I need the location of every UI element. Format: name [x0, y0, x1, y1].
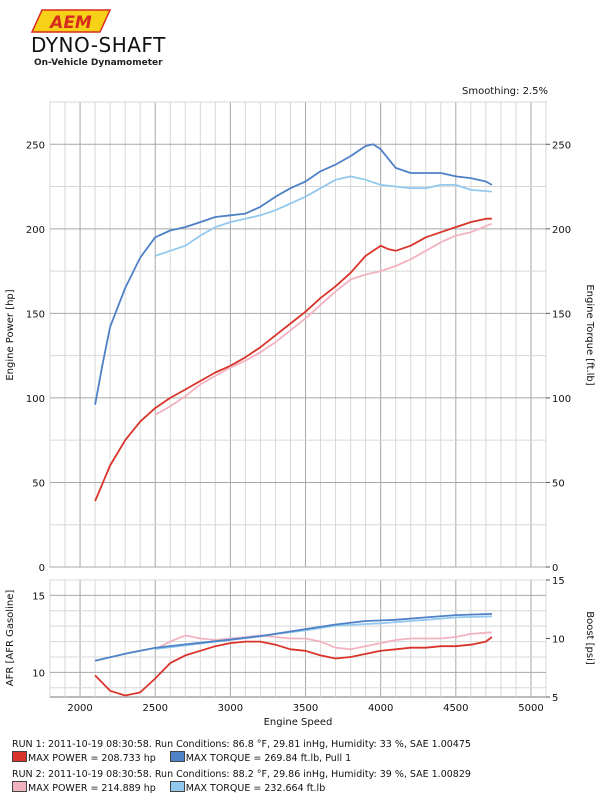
run2-torque-swatch — [169, 781, 185, 792]
brand-name: DYNO-SHAFT — [31, 33, 166, 57]
right-tick-label: 5 — [552, 693, 558, 704]
afr-tick-label: 15 — [32, 591, 45, 602]
x-tick-label: 2500 — [142, 703, 167, 714]
run2-power-swatch — [12, 781, 27, 792]
run1-torque-swatch — [169, 751, 185, 762]
x-tick-label: 4000 — [368, 703, 393, 714]
run1-power-swatch — [12, 751, 27, 762]
x-tick-label: 3000 — [218, 703, 243, 714]
x-tick-label: 3500 — [293, 703, 318, 714]
x-tick-label: 5000 — [518, 703, 543, 714]
power-run1_power-line — [94, 217, 492, 502]
run1-max-power: MAX POWER = 208.733 hp — [28, 753, 156, 764]
afr-run1_power-line — [94, 636, 493, 697]
aem-logo: AEM — [30, 9, 112, 33]
power-tick-label: 100 — [26, 394, 45, 405]
right-tick-label: 50 — [552, 478, 565, 489]
run1-max-torque: MAX TORQUE = 269.84 ft.lb, Pull 1 — [185, 753, 352, 764]
x-tick-label: 4500 — [443, 703, 468, 714]
legend-run2: RUN 2: 2011-10-19 08:30:58. Run Conditio… — [12, 768, 471, 795]
svg-text:AEM: AEM — [48, 13, 92, 33]
power-tick-label: 250 — [26, 140, 45, 151]
afr-boost-grid: 10 15 5 10 15 2000 2500 3000 3500 4000 4500 5000 — [32, 576, 564, 714]
right-tick-label: 0 — [552, 563, 558, 574]
y-axis-label-afr: AFR [AFR Gasoline] — [5, 590, 16, 687]
tagline: On-Vehicle Dynamometer — [34, 58, 163, 68]
right-tick-label: 15 — [552, 576, 565, 587]
power-run2_torque-line — [154, 175, 492, 257]
legend-run1: RUN 1: 2011-10-19 08:30:58. Run Conditio… — [12, 738, 471, 765]
power-run1_torque-line — [94, 143, 493, 405]
right-tick-label: 200 — [552, 225, 571, 236]
y-axis-label-torque: Engine Torque [ft.lb] — [584, 284, 595, 385]
y-axis-label-power: Engine Power [hp] — [5, 289, 16, 380]
power-tick-label: 150 — [26, 309, 45, 320]
run2-max-torque: MAX TORQUE = 232.664 ft.lb — [185, 783, 326, 794]
y-axis-label-boost: Boost [psi] — [584, 611, 595, 665]
power-run2_power-line — [154, 222, 493, 416]
power-tick-label: 50 — [32, 478, 45, 489]
right-tick-label: 150 — [552, 309, 571, 320]
x-tick-label: 2000 — [67, 703, 92, 714]
power-tick-label: 200 — [26, 225, 45, 236]
run2-conditions: RUN 2: 2011-10-19 08:30:58. Run Conditio… — [12, 769, 471, 780]
run1-conditions: RUN 1: 2011-10-19 08:30:58. Run Conditio… — [12, 739, 471, 750]
x-axis-label: Engine Speed — [264, 717, 333, 728]
afr-tick-label: 10 — [32, 668, 45, 679]
smoothing-label: Smoothing: 2.5% — [461, 86, 548, 97]
right-tick-label: 100 — [552, 394, 571, 405]
run2-max-power: MAX POWER = 214.889 hp — [28, 783, 156, 794]
power-plot-area — [49, 101, 547, 568]
afr-run2_power-line — [154, 631, 492, 651]
right-tick-label: 250 — [552, 140, 571, 151]
power-tick-label: 0 — [39, 563, 45, 574]
afr-run1_torque-line — [94, 613, 492, 662]
right-tick-label: 10 — [552, 635, 565, 646]
power-torque-grid: 0 50 100 150 200 250 0 50 100 150 200 250 — [26, 101, 571, 574]
